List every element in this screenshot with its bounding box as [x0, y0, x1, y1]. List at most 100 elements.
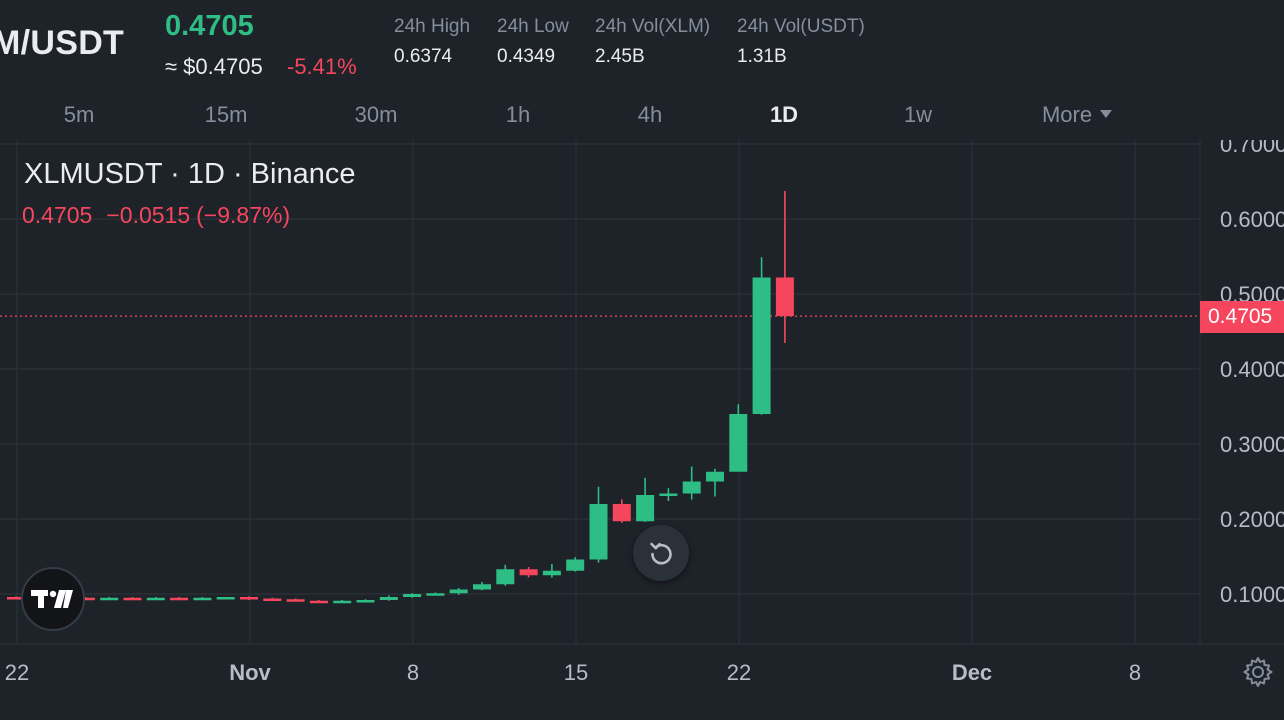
- candle-body: [612, 504, 631, 522]
- candle: [612, 499, 631, 523]
- time-tick-label: Dec: [952, 660, 992, 685]
- stat-label: 24h Low: [497, 16, 569, 37]
- candle: [123, 597, 142, 601]
- stat-value: 0.6374: [394, 46, 453, 67]
- candle: [240, 596, 258, 600]
- tab-5m[interactable]: 5m: [63, 102, 95, 127]
- price-axis[interactable]: 0.10000.20000.30000.40000.50000.60000.70…: [1220, 140, 1284, 607]
- interval-tabs: 5m 15m 30m 1h 4h 1D 1w More: [0, 96, 1284, 138]
- stat-label: 24h Vol(USDT): [737, 16, 865, 37]
- candle-body: [146, 597, 165, 601]
- price-tick-label: 0.7000: [1220, 140, 1284, 157]
- candle: [286, 598, 305, 602]
- caret-down-icon: [1100, 110, 1113, 119]
- candle: [193, 597, 212, 601]
- tab-4h[interactable]: 4h: [637, 102, 663, 127]
- candles: [7, 190, 794, 604]
- stat-24h-vol-quote: 24h Vol(USDT) 1.31B: [737, 16, 865, 68]
- candle-body: [170, 597, 189, 601]
- candle: [542, 564, 561, 578]
- stat-value: 0.4349: [497, 46, 556, 67]
- candle-body: [263, 598, 282, 601]
- candle: [752, 257, 771, 415]
- tab-more[interactable]: More: [1042, 102, 1113, 128]
- tab-1h[interactable]: 1h: [505, 102, 531, 127]
- price-tick-label: 0.6000: [1220, 207, 1284, 232]
- tradingview-mark: [31, 590, 73, 608]
- price-chart[interactable]: 0.10000.20000.30000.40000.50000.60000.70…: [0, 140, 1284, 720]
- time-tick-label: 8: [1129, 660, 1141, 685]
- price-tick-label: 0.1000: [1220, 582, 1284, 607]
- tab-1w[interactable]: 1w: [903, 102, 933, 127]
- tradingview-logo-icon[interactable]: [21, 567, 85, 631]
- candle: [449, 588, 468, 595]
- candle: [473, 582, 491, 591]
- chart-legend-values: 0.4705 −0.0515 (−9.87%): [22, 202, 304, 229]
- tab-1d[interactable]: 1D: [769, 102, 799, 127]
- current-price-tag: 0.4705: [1200, 301, 1284, 333]
- candle-body: [775, 277, 794, 317]
- reset-chart-button[interactable]: [633, 525, 689, 581]
- legend-close: 0.4705: [22, 202, 93, 228]
- candle: [426, 592, 445, 596]
- candle: [170, 597, 189, 601]
- pair-symbol[interactable]: M/USDT: [0, 24, 125, 62]
- candle-body: [682, 481, 701, 494]
- candle: [333, 600, 352, 604]
- candle-body: [729, 414, 748, 472]
- candle-body: [100, 597, 119, 601]
- stat-24h-vol-base: 24h Vol(XLM) 2.45B: [595, 16, 710, 68]
- candle: [309, 600, 328, 604]
- candle-body: [426, 593, 445, 596]
- price-tick-label: 0.2000: [1220, 507, 1284, 532]
- candle: [589, 486, 608, 563]
- candle: [146, 597, 165, 601]
- ticker-header: M/USDT 0.4705 ≈ $0.4705 -5.41% 24h High …: [0, 0, 1284, 88]
- stat-value: 1.31B: [737, 46, 787, 67]
- chart-grid: [0, 140, 1284, 645]
- gear-icon[interactable]: [1240, 654, 1276, 690]
- stat-label: 24h Vol(XLM): [595, 16, 711, 37]
- candle-body: [589, 504, 608, 560]
- reset-rotate-icon: [650, 542, 672, 565]
- candle: [775, 190, 794, 343]
- time-axis[interactable]: 22 Nov 8 15 22 Dec 8: [5, 660, 1141, 685]
- last-price: 0.4705: [165, 10, 254, 42]
- price-change-percent: -5.41%: [287, 54, 357, 79]
- stat-24h-low: 24h Low 0.4349: [497, 16, 569, 68]
- candle-body: [496, 569, 515, 585]
- candle: [496, 564, 515, 586]
- candle: [519, 567, 538, 578]
- tab-15m[interactable]: 15m: [204, 102, 248, 127]
- candle-body: [752, 277, 771, 414]
- candle: [379, 595, 398, 601]
- candle-body: [636, 495, 655, 522]
- stat-24h-high: 24h High 0.6374: [394, 16, 470, 68]
- candle: [7, 596, 25, 600]
- candle: [706, 468, 724, 497]
- time-tick-label: 22: [5, 660, 29, 685]
- candle: [566, 557, 585, 572]
- candle-body: [7, 597, 25, 600]
- candle-body: [356, 600, 375, 603]
- stat-label: 24h High: [394, 16, 471, 37]
- time-tick-label: 8: [407, 660, 419, 685]
- stat-value: 2.45B: [595, 46, 645, 67]
- legend-change: −0.0515: [106, 202, 191, 228]
- time-tick-label: 22: [727, 660, 751, 685]
- candle: [729, 404, 748, 472]
- candle-body: [706, 471, 724, 482]
- candle: [216, 597, 235, 600]
- candle-body: [566, 559, 585, 571]
- candle: [682, 466, 701, 500]
- candle-body: [76, 597, 95, 601]
- legend-change-pct: (−9.87%): [196, 202, 291, 228]
- candle-body: [449, 589, 468, 594]
- time-tick-label: Nov: [229, 660, 271, 685]
- candle-body: [286, 599, 305, 602]
- tab-30m[interactable]: 30m: [354, 102, 398, 127]
- candle-body: [216, 597, 235, 600]
- candle-body: [240, 597, 258, 600]
- candle-body: [659, 493, 678, 496]
- candle: [356, 599, 375, 603]
